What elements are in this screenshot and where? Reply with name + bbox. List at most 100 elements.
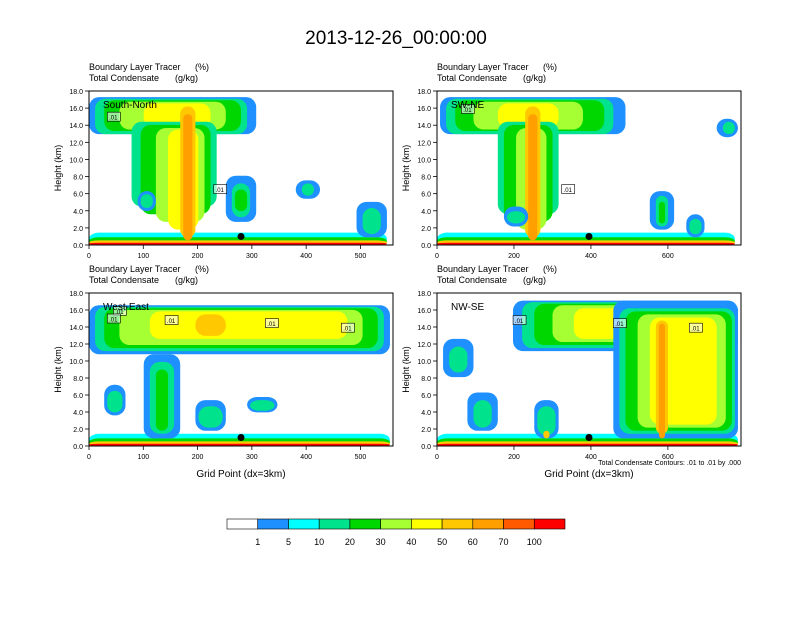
location-marker [585,434,593,441]
x-tick-label: 400 [300,253,312,260]
y-axis-label: Height (km) [401,346,411,393]
colorbar-box [533,518,566,530]
x-tick-label: 0 [435,454,439,461]
y-tick-label: 0.0 [421,444,431,451]
colorbar-box [380,518,412,530]
y-tick-label: 6.0 [73,393,83,400]
panel-header-condensate: Total Condensate [89,275,159,285]
figure-title: 2013-12-26_00:00:00 [305,28,487,49]
panel-header-tracer: Boundary Layer Tracer [437,62,529,72]
colorbar-tick-label: 10 [314,537,324,547]
y-axis-label: Height (km) [53,145,63,192]
panel-title: NW-SE [451,302,484,313]
panel-title: SW-NE [451,100,484,111]
panel-header-tracer-unit: (%) [195,264,209,274]
contour-label-box [164,315,179,325]
contour-label-box [107,313,121,324]
y-tick-label: 14.0 [69,123,83,130]
colorbar-box [411,518,443,530]
panel-title: West-East [103,302,149,313]
y-axis-label: Height (km) [401,145,411,192]
panel-header-condensate-unit: (g/kg) [175,275,198,285]
contour-label: .01 [109,116,118,122]
y-tick-label: 18.0 [417,291,431,298]
x-tick-label: 100 [137,253,149,260]
colorbar-tick-label: 20 [345,537,355,547]
field-region [107,390,123,413]
contour-label-box [213,184,228,194]
y-tick-label: 10.0 [417,359,431,366]
contour-label: .01 [564,188,573,194]
panel-frame [436,292,742,447]
field-region [537,406,556,436]
location-marker [237,232,245,240]
contour-label-box [265,318,279,328]
x-tick-label: 400 [585,454,597,461]
x-tick-label: 300 [246,253,258,260]
field-region [658,201,665,224]
field-region [149,311,348,339]
y-tick-label: 10.0 [69,157,83,164]
contour-label: .01 [463,108,472,114]
x-tick-label: 300 [246,454,258,461]
y-tick-label: 10.0 [69,359,83,366]
x-axis-label: Grid Point (dx=3km) [544,469,633,480]
field-region [195,314,226,336]
y-tick-label: 16.0 [417,308,431,315]
y-tick-label: 2.0 [73,427,83,434]
y-tick-label: 18.0 [69,89,83,96]
y-tick-label: 6.0 [73,192,83,199]
panel-header-condensate-unit: (g/kg) [175,73,198,83]
y-tick-label: 14.0 [417,325,431,332]
colorbar-tick-label: 5 [286,537,291,547]
colorbar-tick-label: 50 [437,537,447,547]
colorbar-box [288,518,320,530]
colorbar-box [441,518,474,530]
location-marker [585,232,593,240]
panel-header-condensate: Total Condensate [437,275,507,285]
y-tick-label: 8.0 [73,376,83,383]
field-region [689,218,702,235]
field-region [449,346,468,373]
y-tick-label: 10.0 [417,157,431,164]
contour-label-box [561,184,576,194]
y-tick-label: 12.0 [417,140,431,147]
y-tick-label: 14.0 [69,325,83,332]
panel-frame [88,292,394,447]
y-tick-label: 16.0 [417,106,431,113]
colorbar-tick-label: 30 [376,537,386,547]
location-marker [237,434,245,441]
contour-label: .01 [115,310,124,316]
x-tick-label: 200 [508,454,520,461]
contour-label: .01 [109,318,118,324]
field-region [89,242,387,245]
y-tick-label: 12.0 [69,342,83,349]
y-tick-label: 12.0 [417,342,431,349]
panel-header-condensate: Total Condensate [89,73,159,83]
y-tick-label: 4.0 [421,209,431,216]
colorbar-box [318,518,351,530]
y-tick-label: 4.0 [421,410,431,417]
x-tick-label: 0 [435,253,439,260]
panel-title: South-North [103,100,157,111]
x-tick-label: 600 [662,253,674,260]
contour-label: .01 [167,319,176,325]
field-region [301,183,314,196]
field-fill [89,293,393,446]
panel-header-tracer: Boundary Layer Tracer [89,62,181,72]
panel-header-tracer: Boundary Layer Tracer [89,264,181,274]
field-region [722,121,735,135]
field-region [183,114,193,241]
contour-footnote: Total Condensate Contours: .01 to .01 by… [598,460,741,467]
contour-label-box [512,315,527,325]
x-axis-label: Grid Point (dx=3km) [196,469,285,480]
field-region [473,400,492,428]
colorbar-tick-label: 1 [255,537,260,547]
field-region [658,323,665,439]
y-tick-label: 12.0 [69,140,83,147]
field-region [362,208,381,235]
panel-header-tracer: Boundary Layer Tracer [437,264,529,274]
